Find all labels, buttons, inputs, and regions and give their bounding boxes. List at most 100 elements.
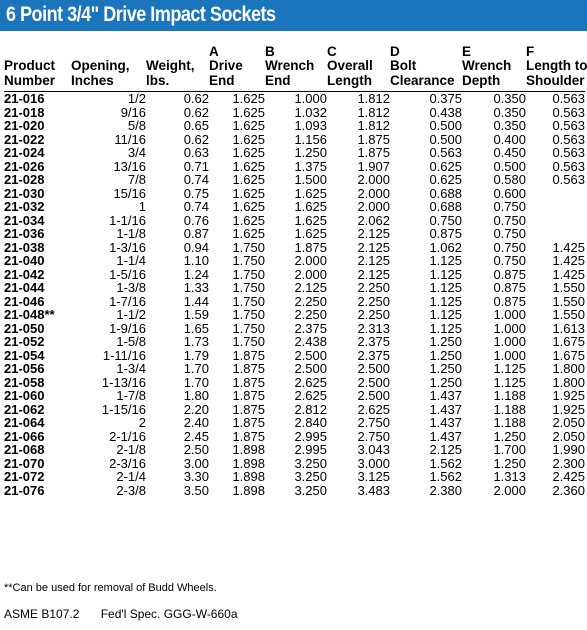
table-cell: 2.050 <box>552 429 585 443</box>
table-cell: 1-7/8 <box>116 389 146 403</box>
column-header-line: End <box>209 72 235 88</box>
table-cell: 2.125 <box>429 443 462 457</box>
table-cell: 0.563 <box>552 105 585 119</box>
table-cell: 2.300 <box>552 456 585 470</box>
table-cell: 1.875 <box>357 146 390 160</box>
column-header-1: Opening, Inches <box>71 36 146 92</box>
table-cell: 1.188 <box>493 416 526 430</box>
table-cell: 3.250 <box>294 483 327 497</box>
table-cell: 1.750 <box>232 267 265 281</box>
table-cell: 0.625 <box>429 173 462 187</box>
product-number-cell: 21-058 <box>4 375 45 389</box>
table-cell: 2.000 <box>357 173 390 187</box>
table-cell: 2.250 <box>357 281 390 295</box>
table-cell: 1.156 <box>294 132 327 146</box>
table-cell: 1.70 <box>183 375 209 389</box>
table-row: 21-064 2 2.40 1.875 2.840 2.750 1.437 1.188 2.05… <box>4 416 585 430</box>
table-cell: 2.750 <box>357 416 390 430</box>
table-cell <box>526 200 585 214</box>
table-cell: 1.33 <box>183 281 209 295</box>
table-cell: 1.875 <box>232 362 265 376</box>
table-cell: 1.125 <box>429 281 462 295</box>
table-cell: 2-1/4 <box>116 470 146 484</box>
table-cell: 1.59 <box>183 308 209 322</box>
table-cell: 0.563 <box>429 146 462 160</box>
table-cell: 1.625 <box>232 105 265 119</box>
table-cell: 1.375 <box>294 159 327 173</box>
table-cell: 0.500 <box>493 159 526 173</box>
column-header-line: End <box>265 72 291 88</box>
table-cell: 1-3/16 <box>109 240 146 254</box>
table-cell: 1.425 <box>552 254 585 268</box>
product-number-cell: 21-036 <box>4 227 45 241</box>
table-cell: 1.875 <box>357 132 390 146</box>
table-cell: 0.450 <box>493 146 526 160</box>
page-title: 6 Point 3/4" Drive Impact Sockets <box>6 3 276 26</box>
column-header-line: Inches <box>71 72 114 88</box>
table-cell: 11/16 <box>114 132 146 146</box>
table-cell: 3.000 <box>357 456 390 470</box>
table-cell: 1-9/16 <box>109 321 146 335</box>
table-cell: 1.437 <box>429 389 462 403</box>
table-row: 21-046 1-7/16 1.44 1.750 2.250 2.250 1.125 0.87… <box>4 295 585 309</box>
table-cell: 2.360 <box>552 483 585 497</box>
table-cell: 1-1/2 <box>116 308 146 322</box>
table-cell: 1.625 <box>232 146 265 160</box>
table-body: 21-016 1/2 0.62 1.625 1.000 1.812 0.375 0.350 0.… <box>4 92 585 498</box>
product-number-cell: 21-068 <box>4 443 45 457</box>
column-header-line: Bolt <box>390 58 417 73</box>
table-row: 21-048** 1-1/2 1.59 1.750 2.250 2.250 1.125 1.0… <box>4 308 585 322</box>
table-cell: 1.875 <box>294 240 327 254</box>
table-cell: 1.625 <box>232 119 265 133</box>
standard-fed-spec: Fed'l Spec. GGG-W-660a <box>100 607 238 621</box>
table-cell: 1.700 <box>493 443 526 457</box>
table-cell: 2.995 <box>294 443 327 457</box>
table-cell: 0.875 <box>429 227 462 241</box>
table-cell: 1.188 <box>493 389 526 403</box>
table-cell: 0.62 <box>183 105 209 119</box>
table-cell: 2.380 <box>429 483 462 497</box>
table-row: 21-024 3/4 0.63 1.625 1.250 1.875 0.563 0.450 0.… <box>4 146 585 160</box>
table-cell: 1.625 <box>232 132 265 146</box>
product-number-cell: 21-026 <box>4 159 45 173</box>
table-cell: 1.032 <box>294 105 327 119</box>
column-header-line: Length <box>327 72 372 88</box>
table-cell: 5/8 <box>127 119 146 133</box>
table-cell: 0.563 <box>552 159 585 173</box>
table-cell: 1.65 <box>183 321 209 335</box>
table-cell: 2.062 <box>357 213 390 227</box>
table-cell: 1.907 <box>357 159 390 173</box>
table-row: 21-030 15/16 0.75 1.625 1.625 2.000 0.688 0.600 <box>4 187 585 201</box>
table-cell: 0.74 <box>183 173 209 187</box>
table-cell: 2-1/16 <box>109 429 146 443</box>
table-row: 21-062 1-15/16 2.20 1.875 2.812 2.625 1.437 1.1… <box>4 403 585 417</box>
table-cell: 1.24 <box>183 267 209 281</box>
table-cell: 3.50 <box>183 483 209 497</box>
table-cell: 1.750 <box>232 281 265 295</box>
column-header-line: lbs. <box>146 72 170 88</box>
table-cell: 2.250 <box>357 294 390 308</box>
table-cell <box>526 214 585 228</box>
table-cell: 1.800 <box>552 362 585 376</box>
product-number-cell: 21-056 <box>4 362 45 376</box>
table-row: 21-054 1-11/16 1.79 1.875 2.500 2.375 1.250 1.0… <box>4 349 585 363</box>
table-cell: 0.600 <box>493 186 526 200</box>
table-cell: 1.73 <box>183 335 209 349</box>
table-cell: 2.20 <box>183 402 209 416</box>
table-cell: 0.375 <box>429 91 462 106</box>
product-number-cell: 21-016 <box>4 91 45 106</box>
table-cell: 1.625 <box>294 213 327 227</box>
table-cell: 1.70 <box>183 362 209 376</box>
table-cell: 1.125 <box>429 308 462 322</box>
product-number-cell: 21-030 <box>4 186 45 200</box>
column-header-line: Opening, <box>71 58 130 73</box>
table-cell: 1.625 <box>232 213 265 227</box>
table-cell: 1.250 <box>493 456 526 470</box>
table-cell: 2 <box>138 416 146 430</box>
header-row: Product Number Opening, Inches Weight, lbs. A D… <box>4 36 587 92</box>
product-number-cell: 21-044 <box>4 281 45 295</box>
table-cell: 15/16 <box>113 186 146 200</box>
table-cell: 3.00 <box>183 456 209 470</box>
product-number-cell: 21-022 <box>4 132 45 146</box>
product-number-cell: 21-034 <box>4 213 45 227</box>
